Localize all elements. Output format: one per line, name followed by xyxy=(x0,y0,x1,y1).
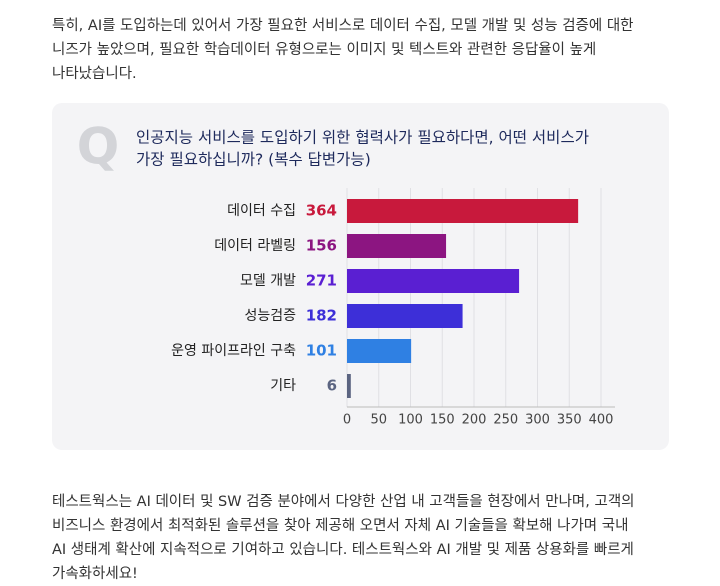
value-label: 271 xyxy=(306,272,337,290)
x-tick-label: 0 xyxy=(343,413,351,428)
q-icon: Q xyxy=(77,118,120,176)
text-line: 비즈니스 환경에서 최적화된 솔루션을 찾아 제공해 오면서 자체 AI 기술들… xyxy=(52,518,629,534)
value-label: 101 xyxy=(306,342,337,360)
chart-title: 인공지능 서비스를 도입하기 위한 협력사가 필요하다면, 어떤 서비스가 xyxy=(136,129,589,147)
text-line: 가속화하세요! xyxy=(52,566,138,582)
text-line: 테스트웍스는 AI 데이터 및 SW 검증 분야에서 다양한 산업 내 고객들을… xyxy=(52,494,635,510)
x-tick-label: 250 xyxy=(493,413,518,428)
x-tick-label: 50 xyxy=(370,413,387,428)
bar xyxy=(347,304,463,328)
x-tick-label: 400 xyxy=(589,413,614,428)
text-line: 니즈가 높았으며, 필요한 학습데이터 유형으로는 이미지 및 텍스트와 관련한… xyxy=(52,42,597,58)
text-line: AI 생태계 확산에 지속적으로 기여하고 있습니다. 테스트웍스와 AI 개발… xyxy=(52,542,634,558)
category-label: 성능검증 xyxy=(244,308,296,324)
bar xyxy=(347,269,520,293)
text-line: 나타났습니다. xyxy=(52,66,137,82)
value-label: 6 xyxy=(327,377,337,395)
intro: 특히, AI를 도입하는데 있어서 가장 필요한 서비스로 데이터 수집, 모델… xyxy=(52,14,634,86)
bar xyxy=(347,199,579,223)
category-label: 데이터 라벨링 xyxy=(214,238,296,254)
category-label: 데이터 수집 xyxy=(227,203,296,219)
category-label: 모델 개발 xyxy=(240,273,296,289)
bar xyxy=(347,339,412,363)
outro: 테스트웍스는 AI 데이터 및 SW 검증 분야에서 다양한 산업 내 고객들을… xyxy=(52,490,635,586)
x-tick-label: 200 xyxy=(462,413,487,428)
x-tick-label: 100 xyxy=(398,413,423,428)
value-label: 364 xyxy=(306,202,337,220)
category-label: 기타 xyxy=(270,378,296,394)
chart-title: 가장 필요하십니까? (복수 답변가능) xyxy=(136,151,371,169)
value-label: 156 xyxy=(306,237,337,255)
x-tick-label: 300 xyxy=(525,413,550,428)
bar xyxy=(347,374,351,398)
x-tick-label: 350 xyxy=(557,413,582,428)
x-tick-label: 150 xyxy=(430,413,455,428)
bar xyxy=(347,234,447,258)
category-label: 운영 파이프라인 구축 xyxy=(171,343,296,359)
value-label: 182 xyxy=(306,307,337,325)
text-line: 특히, AI를 도입하는데 있어서 가장 필요한 서비스로 데이터 수집, 모델… xyxy=(52,18,634,34)
